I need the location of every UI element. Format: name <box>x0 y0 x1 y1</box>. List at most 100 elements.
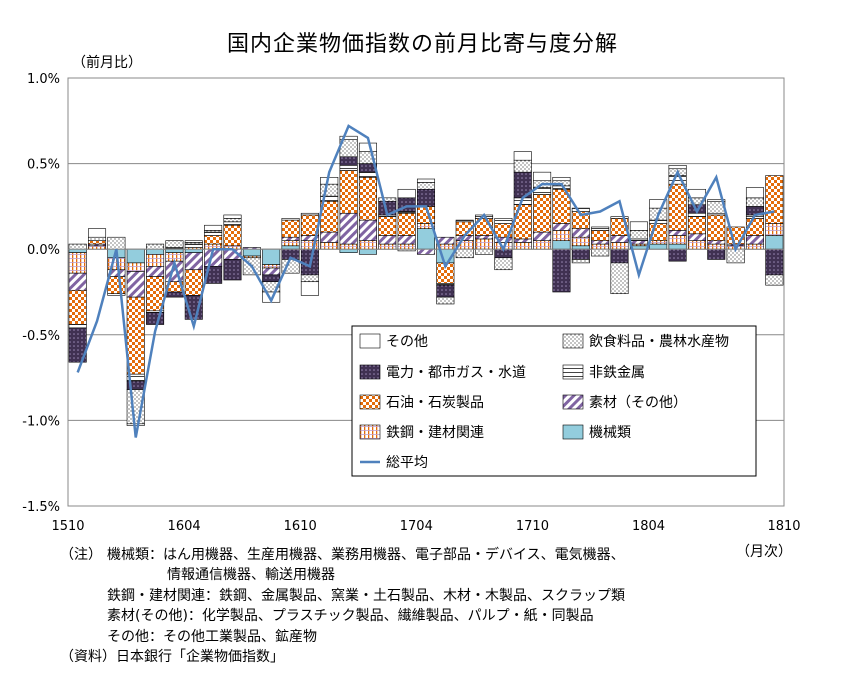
y-tick-label: 0.5% <box>27 158 60 173</box>
bar-segment <box>378 216 397 236</box>
legend-swatch <box>359 364 381 380</box>
bar-segment <box>281 218 300 221</box>
bar-segment <box>552 248 571 293</box>
x-axis-unit-label: （月次） <box>736 544 792 560</box>
y-tick-label: -1.0% <box>22 414 60 429</box>
bar-segment <box>436 296 455 305</box>
bar-segment <box>533 194 552 233</box>
x-tick-label: 1704 <box>400 519 433 534</box>
bar-segment <box>687 216 706 235</box>
note-line-3: 鉄鋼・建材関連：鉄鋼、金属製品、窯業・土石製品、木材・木製品、スクラップ類 <box>107 588 625 604</box>
legend-box <box>351 325 757 477</box>
legend-swatch <box>562 394 584 410</box>
bar-segment <box>320 242 339 250</box>
bar-segment <box>571 207 590 212</box>
bar-segment <box>591 240 610 245</box>
y-tick-label: 1.0% <box>27 72 60 87</box>
bar-segment <box>223 218 242 223</box>
bar-segment <box>68 248 87 253</box>
x-tick-label: 1510 <box>51 519 84 534</box>
bar-segment <box>668 248 687 262</box>
legend-label: 飲食料品・農林水産物 <box>589 333 729 350</box>
bar-segment <box>184 252 203 271</box>
bar-segment <box>668 165 687 170</box>
bar-segment <box>552 230 571 241</box>
bar-segment <box>649 240 668 245</box>
bar-segment <box>126 248 145 264</box>
bar-segment <box>745 235 764 245</box>
bar-segment <box>242 248 261 257</box>
bar-segment <box>494 257 513 271</box>
x-tick-label: 1804 <box>632 519 665 534</box>
bar-segment <box>281 219 300 238</box>
bar-segment <box>610 216 629 219</box>
bar-segment <box>184 269 203 296</box>
bar-segment <box>358 142 377 152</box>
bar-segment <box>184 248 203 253</box>
bar-segment <box>378 243 397 250</box>
y-axis-unit-label: （前月比） <box>72 55 142 71</box>
bar-segment <box>68 243 87 250</box>
bar-segment <box>184 243 203 248</box>
bar-segment <box>223 259 242 281</box>
bar-segment <box>262 264 281 269</box>
bar-segment <box>765 175 784 224</box>
bar-segment <box>629 240 648 245</box>
bar-segment <box>165 248 184 253</box>
bar-segment <box>745 243 764 250</box>
bar-segment <box>146 266 165 277</box>
bar-segment <box>571 228 590 238</box>
bar-segment <box>571 259 590 264</box>
bar-segment <box>668 230 687 236</box>
bar-segment <box>126 262 145 272</box>
legend-swatch <box>562 364 584 380</box>
bar-segment <box>300 274 319 283</box>
bar-segment <box>552 176 571 182</box>
bar-segment <box>68 252 87 274</box>
bar-segment <box>765 248 784 276</box>
bar-segment <box>745 197 764 207</box>
bar-segment <box>591 248 610 257</box>
bar-segment <box>610 235 629 243</box>
legend-label: 石油・石炭製品 <box>386 395 484 411</box>
legend-label: 電力・都市ガス・水道 <box>386 364 526 381</box>
bar-segment <box>378 197 397 202</box>
legend-label: 非鉄金属 <box>589 365 645 381</box>
x-tick-label: 1810 <box>767 519 800 534</box>
bar-segment <box>513 204 532 240</box>
x-tick-label: 1610 <box>284 519 317 534</box>
bar-segment <box>571 236 590 247</box>
bar-segment <box>339 135 358 140</box>
bar-segment <box>629 221 648 231</box>
bar-segment <box>591 226 610 231</box>
bar-segment <box>88 236 107 241</box>
bar-segment <box>68 289 87 325</box>
bar-segment <box>339 170 358 214</box>
bar-segment <box>533 171 552 182</box>
bar-segment <box>223 224 242 247</box>
bar-segment <box>184 240 203 243</box>
bar-segment <box>687 240 706 250</box>
bar-segment <box>262 248 281 265</box>
bar-segment <box>358 219 377 241</box>
bar-segment <box>88 245 107 250</box>
bar-segment <box>223 221 242 226</box>
bar-segment <box>281 236 300 241</box>
bar-segment <box>358 171 377 178</box>
legend-label: その他 <box>386 334 428 350</box>
bar-segment <box>358 240 377 250</box>
bar-segment <box>107 293 126 296</box>
bar-segment <box>765 223 784 236</box>
bar-segment <box>204 231 223 236</box>
bar-segment <box>339 243 358 250</box>
bar-segment <box>455 248 474 259</box>
bar-segment <box>591 243 610 250</box>
legend-swatch <box>562 333 584 349</box>
bar-segment <box>223 214 242 219</box>
bar-segment <box>68 327 87 363</box>
bar-segment <box>358 176 377 221</box>
bar-segment <box>649 243 668 250</box>
bar-segment <box>475 235 494 240</box>
bar-segment <box>339 156 358 166</box>
bar-segment <box>765 235 784 250</box>
